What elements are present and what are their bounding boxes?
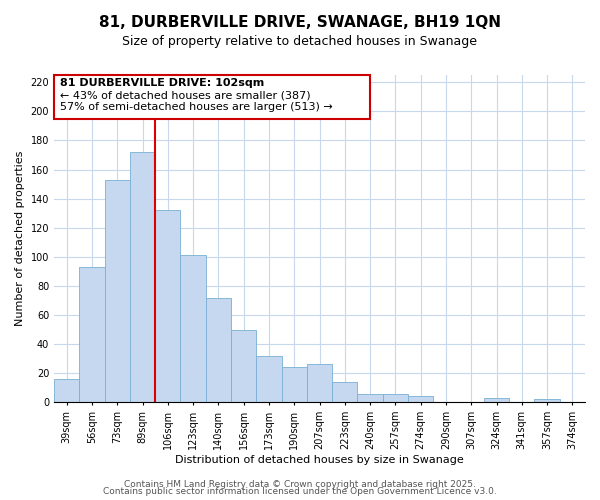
Bar (408, 396, 433, 402)
Bar (79, 267, 104, 402)
Text: 81 DURBERVILLE DRIVE: 102sqm: 81 DURBERVILLE DRIVE: 102sqm (60, 78, 264, 88)
Bar (281, 368, 307, 402)
Bar (256, 356, 281, 403)
Bar (231, 330, 256, 402)
Text: Contains public sector information licensed under the Open Government Licence v3: Contains public sector information licen… (103, 488, 497, 496)
Text: 81, DURBERVILLE DRIVE, SWANAGE, BH19 1QN: 81, DURBERVILLE DRIVE, SWANAGE, BH19 1QN (99, 15, 501, 30)
Bar (383, 394, 408, 402)
Text: 57% of semi-detached houses are larger (513) →: 57% of semi-detached houses are larger (… (60, 102, 333, 112)
Bar (307, 364, 332, 403)
Bar (155, 210, 181, 402)
Text: ← 43% of detached houses are smaller (387): ← 43% of detached houses are smaller (38… (60, 90, 311, 100)
Bar (54, 379, 79, 402)
Bar (130, 152, 155, 403)
Bar (484, 398, 509, 402)
Y-axis label: Number of detached properties: Number of detached properties (15, 151, 25, 326)
Bar (358, 394, 383, 402)
Bar (206, 298, 231, 403)
Bar (181, 256, 206, 402)
Bar (332, 382, 358, 402)
Bar (535, 400, 560, 402)
Bar (104, 180, 130, 402)
X-axis label: Distribution of detached houses by size in Swanage: Distribution of detached houses by size … (175, 455, 464, 465)
Text: Size of property relative to detached houses in Swanage: Size of property relative to detached ho… (122, 35, 478, 48)
Text: Contains HM Land Registry data © Crown copyright and database right 2025.: Contains HM Land Registry data © Crown c… (124, 480, 476, 489)
